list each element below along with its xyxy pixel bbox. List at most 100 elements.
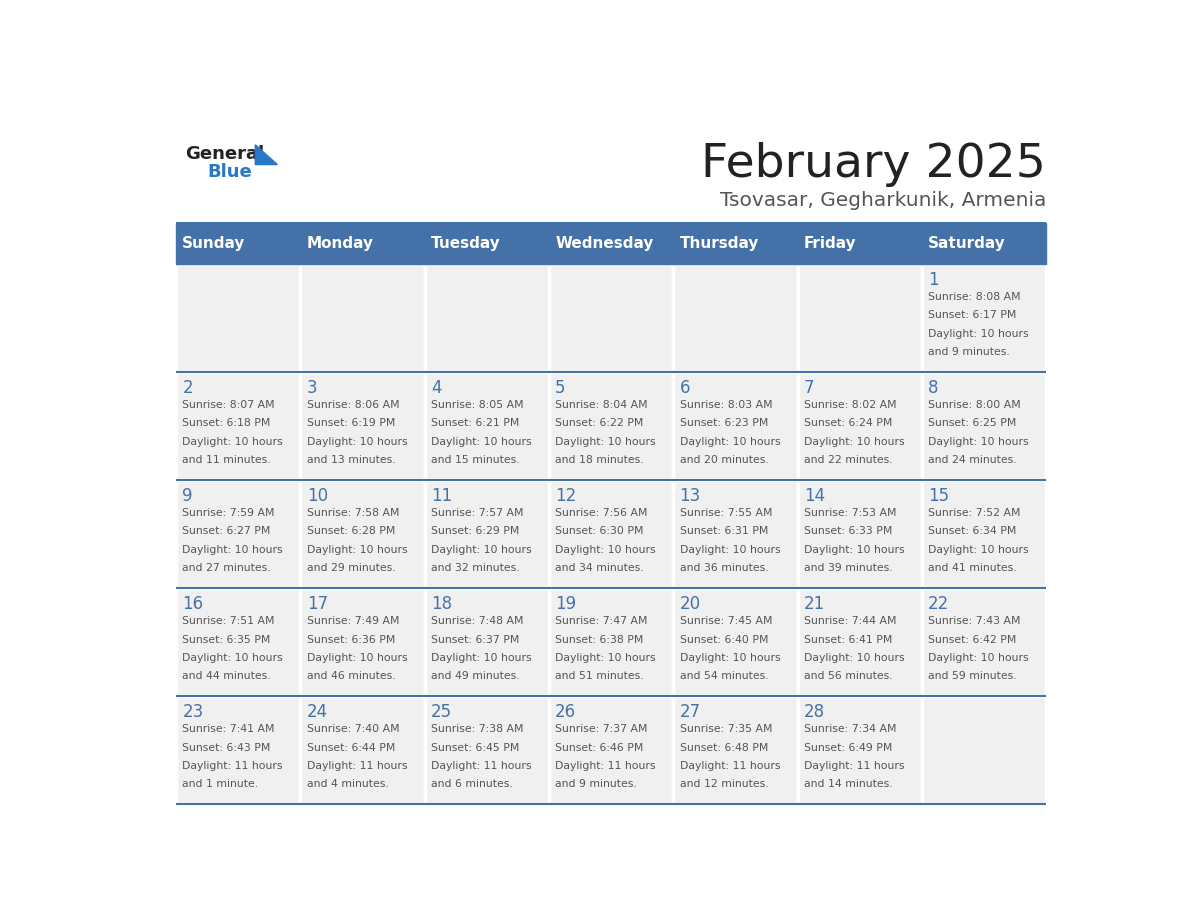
Text: Daylight: 11 hours: Daylight: 11 hours (182, 761, 283, 771)
FancyBboxPatch shape (549, 696, 674, 804)
FancyBboxPatch shape (425, 373, 549, 480)
Text: Daylight: 10 hours: Daylight: 10 hours (307, 653, 407, 663)
Text: and 14 minutes.: and 14 minutes. (804, 778, 892, 789)
Text: Sunrise: 7:49 AM: Sunrise: 7:49 AM (307, 616, 399, 626)
Text: Thursday: Thursday (680, 236, 759, 252)
Text: and 13 minutes.: and 13 minutes. (307, 454, 396, 465)
Text: Sunset: 6:19 PM: Sunset: 6:19 PM (307, 419, 394, 429)
Text: Sunrise: 8:06 AM: Sunrise: 8:06 AM (307, 400, 399, 410)
FancyBboxPatch shape (301, 588, 425, 696)
Text: Daylight: 11 hours: Daylight: 11 hours (431, 761, 531, 771)
FancyBboxPatch shape (176, 264, 301, 373)
FancyBboxPatch shape (176, 588, 301, 696)
Text: 27: 27 (680, 703, 701, 721)
Text: Sunrise: 7:34 AM: Sunrise: 7:34 AM (804, 724, 896, 734)
Text: and 44 minutes.: and 44 minutes. (182, 671, 271, 681)
Text: and 6 minutes.: and 6 minutes. (431, 778, 513, 789)
Text: 12: 12 (555, 487, 576, 505)
Text: Sunrise: 7:57 AM: Sunrise: 7:57 AM (431, 509, 524, 519)
Text: Sunset: 6:22 PM: Sunset: 6:22 PM (555, 419, 644, 429)
Text: Sunset: 6:23 PM: Sunset: 6:23 PM (680, 419, 767, 429)
Text: Sunset: 6:46 PM: Sunset: 6:46 PM (555, 743, 644, 753)
Text: and 36 minutes.: and 36 minutes. (680, 563, 769, 573)
Text: Sunrise: 7:44 AM: Sunrise: 7:44 AM (804, 616, 896, 626)
Text: 28: 28 (804, 703, 824, 721)
Text: 15: 15 (928, 487, 949, 505)
FancyBboxPatch shape (674, 264, 797, 373)
Text: 1: 1 (928, 271, 939, 289)
FancyBboxPatch shape (922, 373, 1047, 480)
Text: Daylight: 10 hours: Daylight: 10 hours (555, 437, 656, 447)
Text: Sunset: 6:45 PM: Sunset: 6:45 PM (431, 743, 519, 753)
Text: Daylight: 10 hours: Daylight: 10 hours (928, 329, 1029, 339)
FancyBboxPatch shape (301, 480, 425, 588)
Text: 8: 8 (928, 379, 939, 397)
Text: 13: 13 (680, 487, 701, 505)
FancyBboxPatch shape (922, 696, 1047, 804)
Text: and 29 minutes.: and 29 minutes. (307, 563, 396, 573)
Text: 2: 2 (182, 379, 192, 397)
FancyBboxPatch shape (425, 264, 549, 373)
Text: Daylight: 10 hours: Daylight: 10 hours (182, 544, 283, 554)
FancyBboxPatch shape (674, 480, 797, 588)
FancyBboxPatch shape (922, 264, 1047, 373)
Text: Daylight: 10 hours: Daylight: 10 hours (680, 437, 781, 447)
Text: Daylight: 10 hours: Daylight: 10 hours (928, 437, 1029, 447)
Text: Daylight: 11 hours: Daylight: 11 hours (680, 761, 781, 771)
Text: and 49 minutes.: and 49 minutes. (431, 671, 519, 681)
FancyBboxPatch shape (549, 480, 674, 588)
Text: Sunset: 6:38 PM: Sunset: 6:38 PM (555, 634, 644, 644)
Text: Daylight: 11 hours: Daylight: 11 hours (555, 761, 656, 771)
Text: Daylight: 10 hours: Daylight: 10 hours (431, 653, 531, 663)
Text: Daylight: 10 hours: Daylight: 10 hours (928, 653, 1029, 663)
Text: Saturday: Saturday (928, 236, 1006, 252)
Text: and 59 minutes.: and 59 minutes. (928, 671, 1017, 681)
Text: 19: 19 (555, 595, 576, 612)
Text: Sunset: 6:37 PM: Sunset: 6:37 PM (431, 634, 519, 644)
Text: Sunset: 6:25 PM: Sunset: 6:25 PM (928, 419, 1017, 429)
Text: Sunset: 6:24 PM: Sunset: 6:24 PM (804, 419, 892, 429)
Text: Sunset: 6:33 PM: Sunset: 6:33 PM (804, 527, 892, 536)
Text: Sunset: 6:40 PM: Sunset: 6:40 PM (680, 634, 767, 644)
Text: 24: 24 (307, 703, 328, 721)
Text: Sunset: 6:21 PM: Sunset: 6:21 PM (431, 419, 519, 429)
Text: Tsovasar, Gegharkunik, Armenia: Tsovasar, Gegharkunik, Armenia (720, 192, 1047, 210)
Text: Sunrise: 7:43 AM: Sunrise: 7:43 AM (928, 616, 1020, 626)
FancyBboxPatch shape (674, 696, 797, 804)
Text: Sunrise: 8:08 AM: Sunrise: 8:08 AM (928, 292, 1020, 302)
FancyBboxPatch shape (301, 696, 425, 804)
Text: Sunrise: 7:35 AM: Sunrise: 7:35 AM (680, 724, 772, 734)
Text: Daylight: 10 hours: Daylight: 10 hours (680, 544, 781, 554)
FancyBboxPatch shape (176, 223, 301, 264)
Text: Daylight: 10 hours: Daylight: 10 hours (431, 437, 531, 447)
FancyBboxPatch shape (176, 373, 301, 480)
Text: Sunset: 6:28 PM: Sunset: 6:28 PM (307, 527, 394, 536)
Text: and 12 minutes.: and 12 minutes. (680, 778, 769, 789)
Text: 26: 26 (555, 703, 576, 721)
Text: Sunday: Sunday (182, 236, 246, 252)
FancyBboxPatch shape (301, 264, 425, 373)
Text: 9: 9 (182, 487, 192, 505)
Text: 3: 3 (307, 379, 317, 397)
Text: Sunset: 6:34 PM: Sunset: 6:34 PM (928, 527, 1017, 536)
Text: Sunset: 6:42 PM: Sunset: 6:42 PM (928, 634, 1017, 644)
FancyBboxPatch shape (425, 696, 549, 804)
Text: 17: 17 (307, 595, 328, 612)
Text: Sunrise: 7:53 AM: Sunrise: 7:53 AM (804, 509, 896, 519)
Text: and 51 minutes.: and 51 minutes. (555, 671, 644, 681)
Text: 4: 4 (431, 379, 442, 397)
Text: 22: 22 (928, 595, 949, 612)
Text: Daylight: 10 hours: Daylight: 10 hours (804, 437, 904, 447)
Text: Daylight: 10 hours: Daylight: 10 hours (182, 653, 283, 663)
Text: Daylight: 10 hours: Daylight: 10 hours (307, 437, 407, 447)
Text: Sunrise: 8:04 AM: Sunrise: 8:04 AM (555, 400, 647, 410)
Text: 5: 5 (555, 379, 565, 397)
Text: Friday: Friday (804, 236, 857, 252)
Text: Sunrise: 7:37 AM: Sunrise: 7:37 AM (555, 724, 647, 734)
Text: 6: 6 (680, 379, 690, 397)
FancyBboxPatch shape (301, 373, 425, 480)
Text: Sunrise: 7:51 AM: Sunrise: 7:51 AM (182, 616, 274, 626)
Text: Sunrise: 7:55 AM: Sunrise: 7:55 AM (680, 509, 772, 519)
FancyBboxPatch shape (674, 223, 797, 264)
FancyBboxPatch shape (797, 373, 922, 480)
